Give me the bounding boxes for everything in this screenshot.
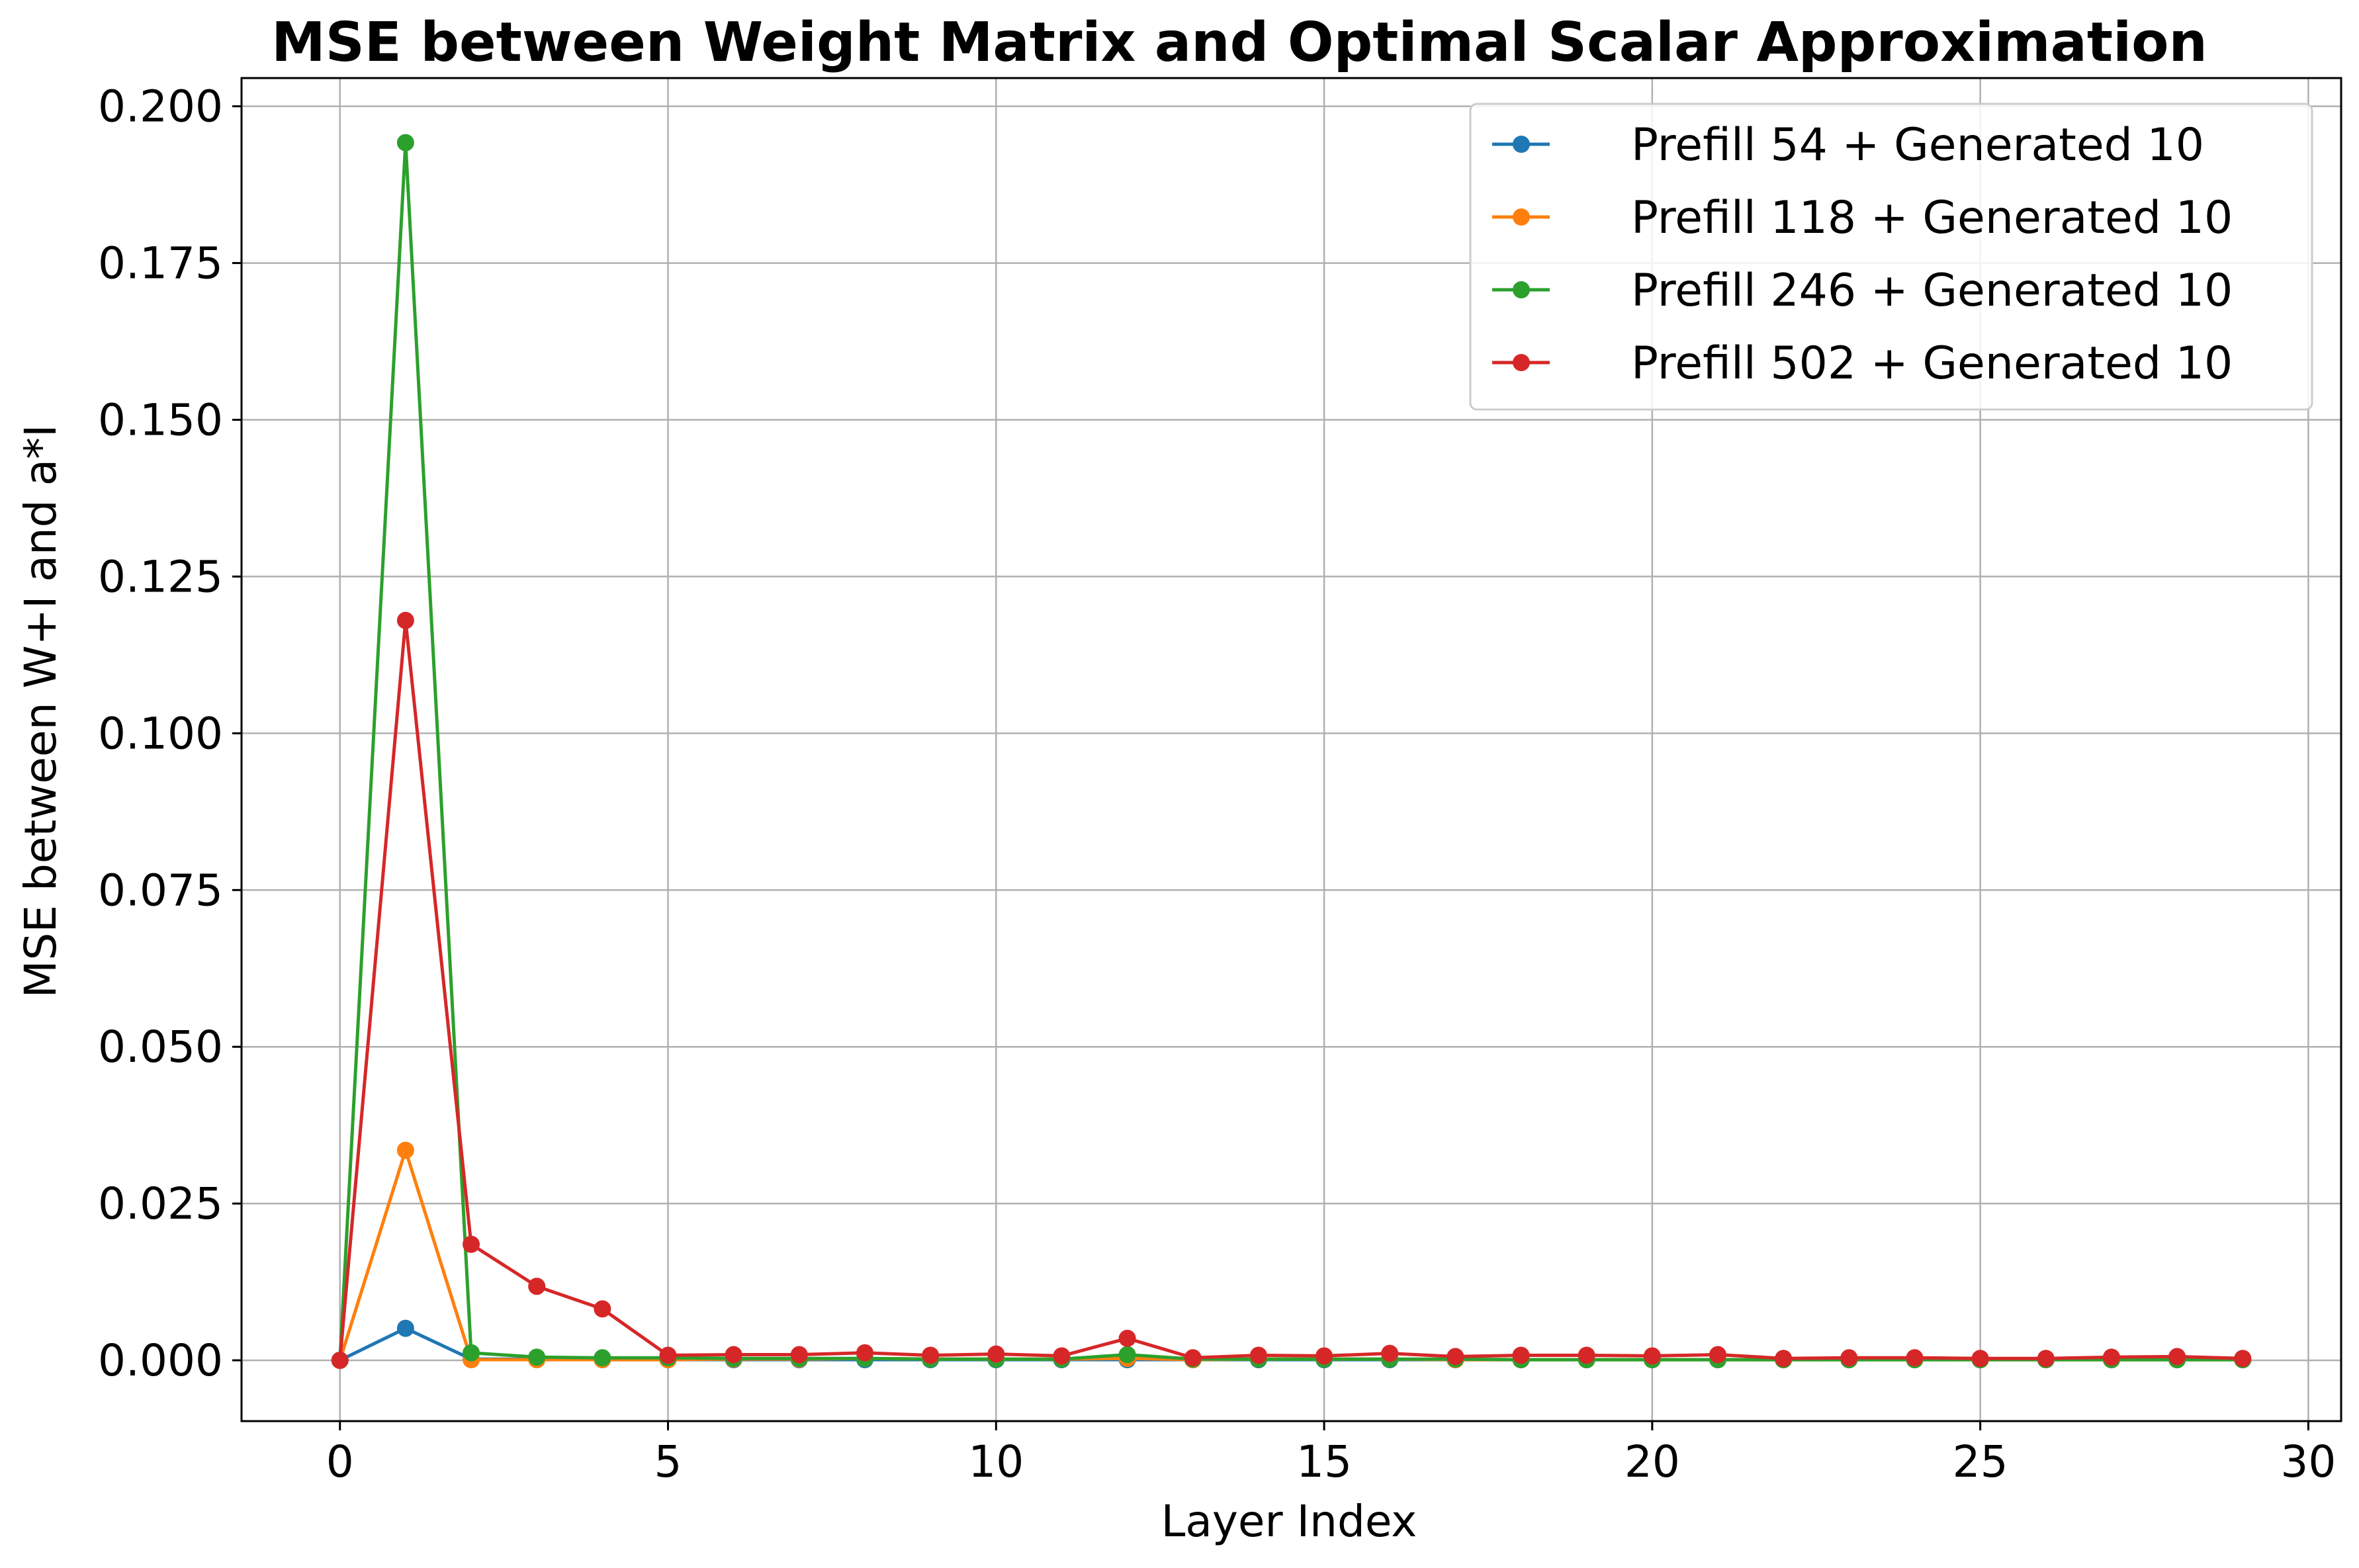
y-axis-label: MSE between W+I and a*I xyxy=(15,425,66,998)
data-point xyxy=(2102,1348,2120,1366)
x-tick-label: 30 xyxy=(2280,1436,2336,1487)
legend-label: Prefill 502 + Generated 10 xyxy=(1631,337,2233,390)
series-lines xyxy=(331,134,2252,1370)
x-tick-label: 20 xyxy=(1625,1436,1680,1487)
y-tick-label: 0.200 xyxy=(98,81,223,132)
x-tick-label: 10 xyxy=(968,1436,1024,1487)
legend-entry: Prefill 502 + Generated 10 xyxy=(1492,337,2233,390)
y-tick-label: 0.100 xyxy=(98,708,223,759)
y-tick-label: 0.025 xyxy=(98,1178,223,1229)
legend-marker xyxy=(1513,208,1530,226)
axis-ticks: 0 5 10 15 20 25 30 0.000 0.025 0.050 0.075 0.100 0.1… xyxy=(98,81,2336,1487)
series-line xyxy=(338,619,2243,1361)
data-point xyxy=(2234,1350,2252,1368)
data-point xyxy=(528,1348,546,1366)
legend-box xyxy=(1469,103,2313,411)
data-point xyxy=(1447,1348,1464,1366)
data-point xyxy=(725,1346,742,1364)
x-tick-label: 15 xyxy=(1296,1436,1352,1487)
legend-marker xyxy=(1513,281,1530,298)
series-group xyxy=(331,611,2252,1370)
legend-marker xyxy=(1513,136,1530,153)
data-point xyxy=(1578,1346,1595,1364)
y-tick-label: 0.000 xyxy=(98,1335,223,1386)
legend-entry: Prefill 246 + Generated 10 xyxy=(1492,265,2233,317)
data-point xyxy=(396,1141,414,1159)
y-tick-label: 0.050 xyxy=(98,1022,223,1072)
data-point xyxy=(594,1300,611,1318)
data-point xyxy=(922,1346,940,1364)
data-point xyxy=(528,1278,546,1295)
data-point xyxy=(463,1235,480,1253)
data-point xyxy=(1512,1346,1530,1364)
legend-entry: Prefill 54 + Generated 10 xyxy=(1492,119,2204,171)
legend-marker xyxy=(1513,354,1530,371)
plot-frame xyxy=(240,77,2342,1422)
data-point xyxy=(1184,1349,1202,1367)
data-point xyxy=(1381,1344,1399,1362)
data-point xyxy=(1709,1346,1727,1364)
data-point xyxy=(1906,1349,1924,1367)
legend-label: Prefill 118 + Generated 10 xyxy=(1631,192,2233,244)
x-tick-label: 0 xyxy=(326,1436,354,1487)
data-point xyxy=(856,1344,873,1362)
legend: Prefill 54 + Generated 10 Prefill 118 + G… xyxy=(1469,103,2313,411)
x-tick-label: 25 xyxy=(1953,1436,2008,1487)
data-point xyxy=(1315,1347,1333,1365)
x-axis-label: Layer Index xyxy=(1161,1496,1417,1547)
legend-entry: Prefill 118 + Generated 10 xyxy=(1492,192,2233,244)
y-tick-label: 0.125 xyxy=(98,551,223,602)
data-point xyxy=(1775,1350,1793,1368)
data-point xyxy=(396,134,414,152)
data-point xyxy=(396,611,414,629)
data-point xyxy=(1643,1347,1661,1365)
legend-label: Prefill 54 + Generated 10 xyxy=(1631,119,2204,171)
data-point xyxy=(987,1345,1005,1363)
x-tick-label: 5 xyxy=(654,1436,682,1487)
data-point xyxy=(1971,1350,1989,1368)
data-point xyxy=(1053,1347,1071,1365)
data-point xyxy=(1118,1329,1136,1347)
data-point xyxy=(1249,1346,1267,1364)
data-point xyxy=(2037,1350,2055,1368)
legend-label: Prefill 246 + Generated 10 xyxy=(1631,265,2233,317)
data-point xyxy=(790,1346,808,1364)
data-point xyxy=(1840,1349,1858,1367)
data-point xyxy=(659,1346,677,1364)
data-point xyxy=(396,1319,414,1337)
data-point xyxy=(594,1349,611,1367)
y-tick-label: 0.150 xyxy=(98,395,223,446)
data-point xyxy=(1118,1346,1136,1364)
y-tick-label: 0.175 xyxy=(98,238,223,289)
data-point xyxy=(463,1344,480,1362)
y-tick-label: 0.075 xyxy=(98,865,223,916)
data-point xyxy=(2168,1348,2186,1366)
series-line xyxy=(338,141,2243,1362)
data-point xyxy=(331,1352,349,1370)
chart-title: MSE between Weight Matrix and Optimal Sc… xyxy=(271,11,2207,74)
